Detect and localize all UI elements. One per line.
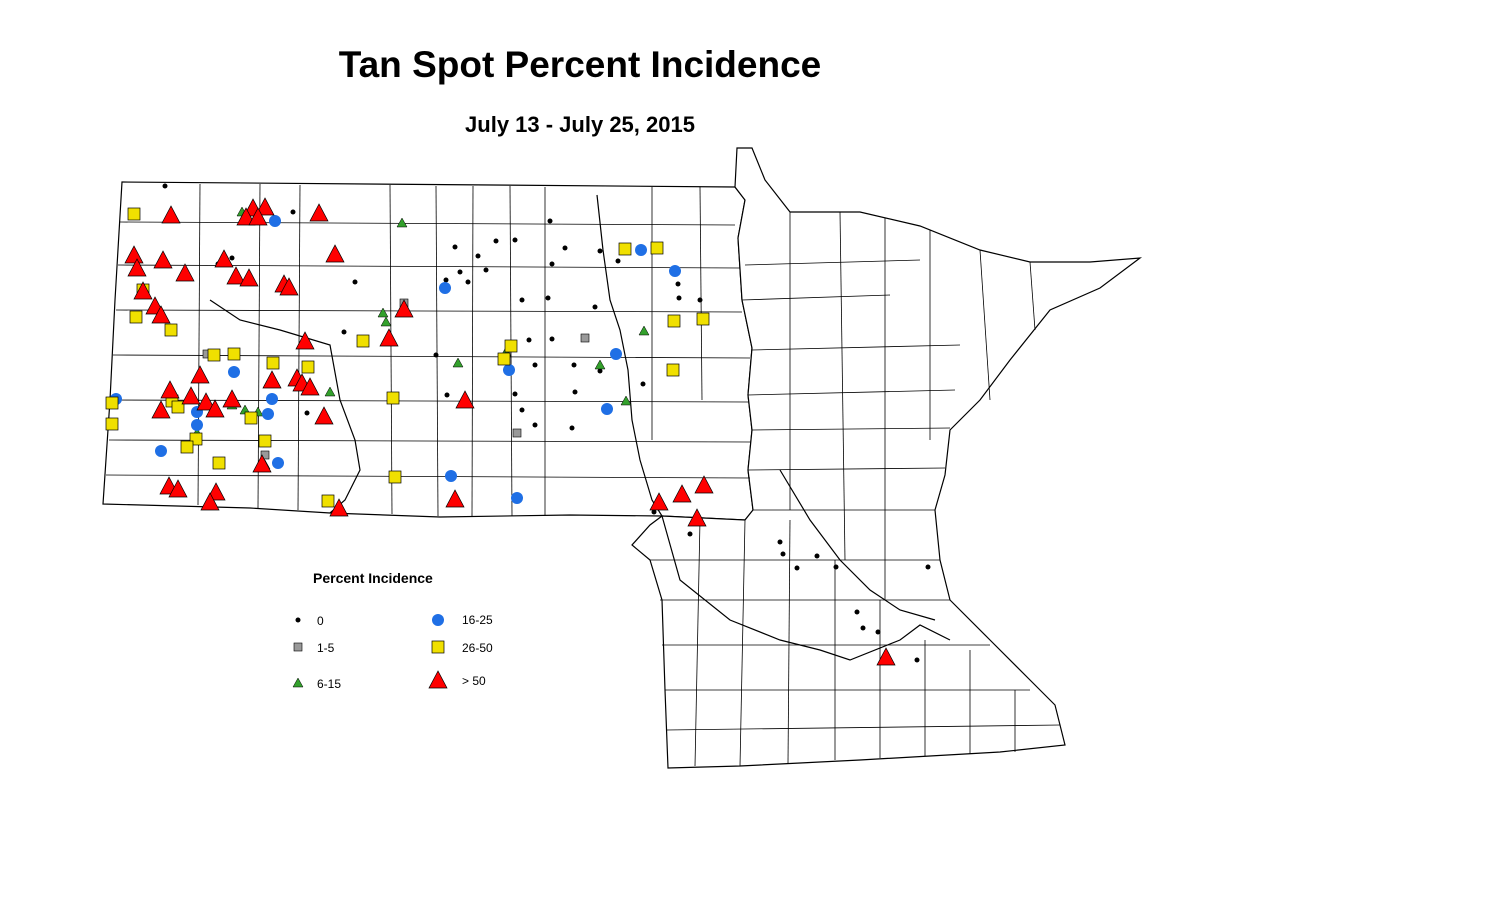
- legend-symbol-6-15: [292, 677, 304, 688]
- map-title: Tan Spot Percent Incidence: [338, 44, 822, 85]
- legend-label-26-50: 26-50: [462, 641, 493, 655]
- north-dakota-outline: [102, 181, 754, 521]
- map-subtitle: July 13 - July 25, 2015: [465, 112, 695, 137]
- county-grid-mn: [650, 211, 1061, 767]
- legend-label-0: 0: [317, 614, 324, 628]
- mississippi-river-line: [779, 469, 936, 621]
- red-river-line: [596, 194, 663, 517]
- points-over-50: [124, 197, 896, 666]
- legend-symbol-26-50: [431, 640, 445, 654]
- missouri-river-line: [209, 299, 361, 514]
- legend-label-over-50: > 50: [462, 674, 486, 688]
- minnesota-river-line: [661, 515, 951, 661]
- points-zero: [162, 183, 931, 663]
- legend-label-6-15: 6-15: [317, 677, 342, 691]
- legend-symbol-16-25: [432, 614, 444, 626]
- legend-label-16-25: 16-25: [462, 613, 493, 627]
- points-26-50: [105, 207, 710, 508]
- legend-label-1-5: 1-5: [317, 641, 335, 655]
- legend-symbol-0: [295, 617, 301, 623]
- legend-symbol-1-5: [293, 642, 303, 652]
- points-16-25: [110, 215, 681, 504]
- legend-title: Percent Incidence: [313, 570, 433, 586]
- legend-symbol-over-50: [428, 670, 448, 689]
